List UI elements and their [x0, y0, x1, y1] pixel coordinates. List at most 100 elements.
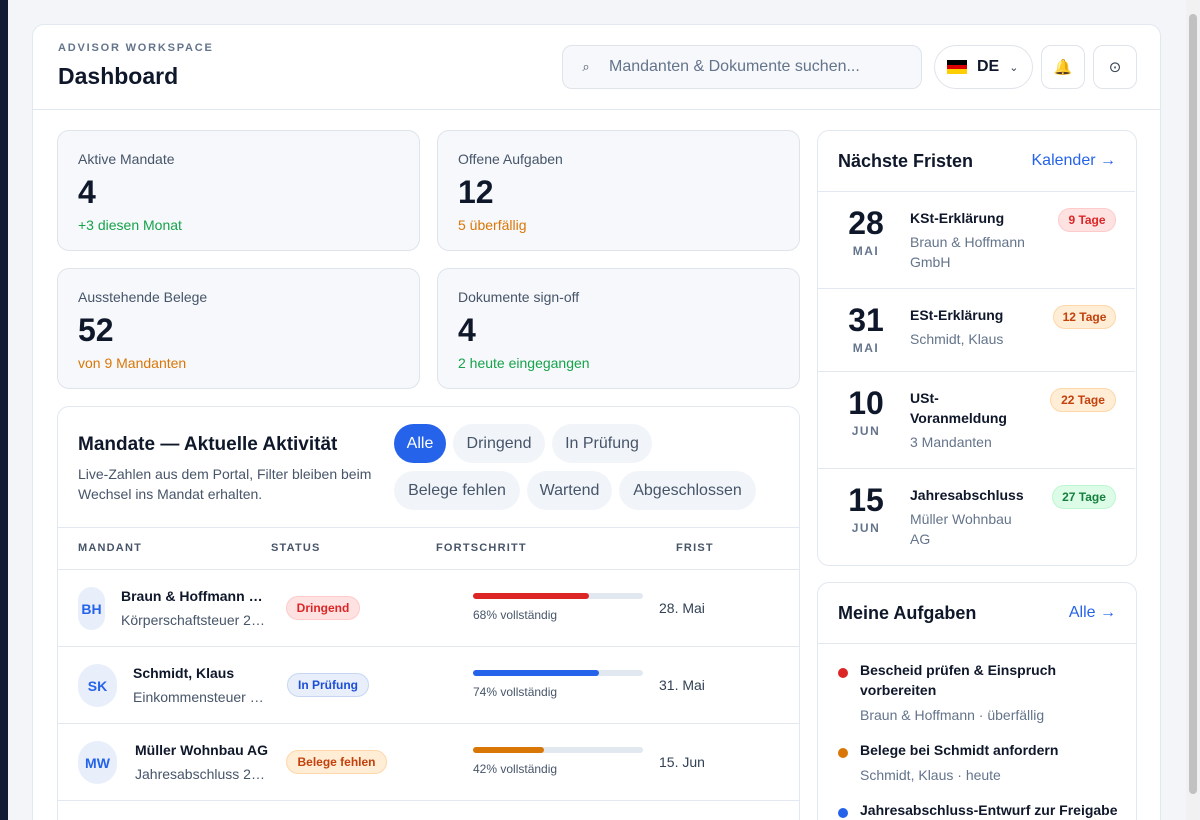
scrollbar[interactable]	[1186, 0, 1200, 820]
deadline-client: 3 Mandanten	[910, 434, 992, 450]
deadline-item[interactable]: 28 MAI KSt-Erklärung Braun & Hoffmann Gm…	[818, 191, 1135, 288]
column-header-progress[interactable]: FORTSCHRITT	[436, 542, 527, 554]
germany-flag-icon	[947, 60, 967, 74]
search-input[interactable]	[609, 58, 909, 76]
deadline-month: JUN	[851, 424, 881, 438]
days-remaining-badge: 27 Tage	[1052, 485, 1116, 509]
status-badge: In Prüfung	[287, 673, 369, 697]
deadline-day: 15	[848, 482, 884, 518]
deadline-date: 15. Jun	[659, 754, 705, 770]
settings-button[interactable]: ⊙	[1093, 45, 1137, 89]
status-badge: Dringend	[286, 596, 360, 620]
avatar: MW	[78, 741, 117, 784]
mandant-type: Einkommensteuer 2024	[133, 689, 269, 705]
kpi-label: Aktive Mandate	[78, 151, 175, 167]
task-title: Jahresabschluss-Entwurf zur Freigabe	[860, 802, 1118, 818]
filter-chip-alle[interactable]: Alle	[394, 424, 446, 463]
deadline-item[interactable]: 31 MAI ESt-Erklärung Schmidt, Klaus 12 T…	[818, 288, 1135, 371]
header: ADVISOR WORKSPACE Dashboard ⌕ DE ⌄ 🔔 ⊙	[33, 25, 1160, 110]
task-meta: Schmidt, Klaus · heute	[860, 767, 1001, 783]
deadline-client: Schmidt, Klaus	[910, 331, 1004, 347]
progress-fill	[473, 593, 589, 599]
kpi-value: 12	[458, 174, 494, 210]
deadline-name: USt-Voranmeldung	[910, 390, 1007, 426]
column-header-status[interactable]: STATUS	[271, 542, 321, 554]
notifications-button[interactable]: 🔔	[1041, 45, 1085, 89]
task-title: Bescheid prüfen & Einspruch vorbereiten	[860, 662, 1057, 698]
kpi-value: 4	[458, 312, 476, 348]
deadline-name: Jahresabschluss	[910, 487, 1024, 503]
kpi-value: 52	[78, 312, 114, 348]
avatar: BH	[78, 587, 105, 630]
activity-title: Mandate — Aktuelle Aktivität	[78, 434, 338, 455]
progress-bar	[473, 670, 643, 676]
table-row[interactable]: BH Braun & Hoffmann GmbH Körperschaftste…	[58, 570, 799, 647]
search-box[interactable]: ⌕	[562, 45, 922, 89]
deadline-name: KSt-Erklärung	[910, 210, 1005, 226]
deadline-date: 28. Mai	[659, 600, 705, 616]
days-remaining-badge: 12 Tage	[1053, 305, 1116, 329]
progress-label: 42% vollständig	[473, 762, 558, 776]
tasks-card: Meine Aufgaben Alle → Bescheid prüfen & …	[817, 582, 1137, 820]
priority-dot	[838, 808, 848, 818]
deadline-client: Braun & Hoffmann GmbH	[910, 234, 1025, 270]
progress-bar	[473, 747, 643, 753]
column-header-deadline[interactable]: FRIST	[676, 542, 714, 554]
progress-fill	[473, 670, 599, 676]
table-row[interactable]: MW Müller Wohnbau AG Jahresabschluss 202…	[58, 724, 799, 801]
kpi-sub: von 9 Mandanten	[78, 355, 187, 371]
search-icon: ⌕	[582, 59, 590, 74]
progress-bar	[473, 593, 643, 599]
deadline-day: 10	[848, 385, 884, 421]
workspace-panel: ADVISOR WORKSPACE Dashboard ⌕ DE ⌄ 🔔 ⊙ A…	[32, 24, 1161, 820]
settings-icon: ⊙	[1108, 59, 1122, 76]
table-row[interactable]: SK Schmidt, Klaus Einkommensteuer 2024 I…	[58, 647, 799, 724]
page: ADVISOR WORKSPACE Dashboard ⌕ DE ⌄ 🔔 ⊙ A…	[8, 0, 1186, 820]
page-title: Dashboard	[58, 63, 179, 89]
deadline-date: 31. Mai	[659, 677, 705, 693]
mandant-name: Müller Wohnbau AG	[135, 742, 268, 758]
scrollbar-thumb[interactable]	[1189, 14, 1197, 794]
kpi-sub: 2 heute eingegangen	[458, 355, 590, 371]
table-header: MANDANT STATUS FORTSCHRITT FRIST	[58, 527, 799, 570]
all-tasks-link[interactable]: Alle →	[1068, 604, 1116, 621]
priority-dot	[838, 668, 848, 678]
language-select[interactable]: DE ⌄	[934, 45, 1033, 89]
kpi-card-active-mandates[interactable]: Aktive Mandate 4 +3 diesen Monat	[57, 130, 420, 251]
deadline-day: 31	[848, 302, 884, 338]
kpi-label: Ausstehende Belege	[78, 289, 208, 305]
calendar-link[interactable]: Kalender →	[1031, 152, 1117, 169]
avatar: SK	[78, 664, 117, 707]
deadline-item[interactable]: 10 JUN USt-Voranmeldung 3 Mandanten 22 T…	[818, 371, 1135, 468]
activity-description: Live-Zahlen aus dem Portal, Filter bleib…	[78, 466, 372, 502]
kpi-sub: +3 diesen Monat	[78, 217, 182, 233]
kpi-card-open-tasks[interactable]: Offene Aufgaben 12 5 überfällig	[437, 130, 800, 251]
chevron-down-icon: ⌄	[1009, 61, 1019, 74]
deadline-month: JUN	[851, 521, 881, 535]
deadline-name: ESt-Erklärung	[910, 307, 1004, 323]
progress-label: 74% vollständig	[473, 685, 558, 699]
filter-chip-belege-fehlen[interactable]: Belege fehlen	[394, 471, 520, 510]
filter-chip-in-pruefung[interactable]: In Prüfung	[552, 424, 652, 463]
kpi-card-document-signoff[interactable]: Dokumente sign-off 4 2 heute eingegangen	[437, 268, 800, 389]
filter-chip-abgeschlossen[interactable]: Abgeschlossen	[619, 471, 756, 510]
filter-chip-dringend[interactable]: Dringend	[453, 424, 545, 463]
deadline-item[interactable]: 15 JUN Jahresabschluss Müller Wohnbau AG…	[818, 468, 1135, 565]
deadline-client: Müller Wohnbau AG	[910, 511, 1012, 547]
filter-chip-wartend[interactable]: Wartend	[527, 471, 612, 510]
mandant-name: Braun & Hoffmann GmbH	[121, 588, 269, 604]
column-header-mandant[interactable]: MANDANT	[78, 542, 143, 554]
kpi-label: Dokumente sign-off	[458, 289, 580, 305]
priority-dot	[838, 748, 848, 758]
mandant-name: Schmidt, Klaus	[133, 665, 235, 681]
kpi-label: Offene Aufgaben	[458, 151, 563, 167]
kpi-card-pending-receipts[interactable]: Ausstehende Belege 52 von 9 Mandanten	[57, 268, 420, 389]
mandant-type: Jahresabschluss 2024	[135, 766, 271, 782]
progress-label: 68% vollständig	[473, 608, 558, 622]
mandant-type: Körperschaftsteuer 2024	[121, 612, 269, 628]
deadline-month: MAI	[852, 244, 880, 258]
progress-fill	[473, 747, 545, 753]
bell-icon: 🔔	[1053, 59, 1073, 76]
status-badge: Belege fehlen	[286, 750, 387, 774]
deadline-day: 28	[848, 205, 884, 241]
